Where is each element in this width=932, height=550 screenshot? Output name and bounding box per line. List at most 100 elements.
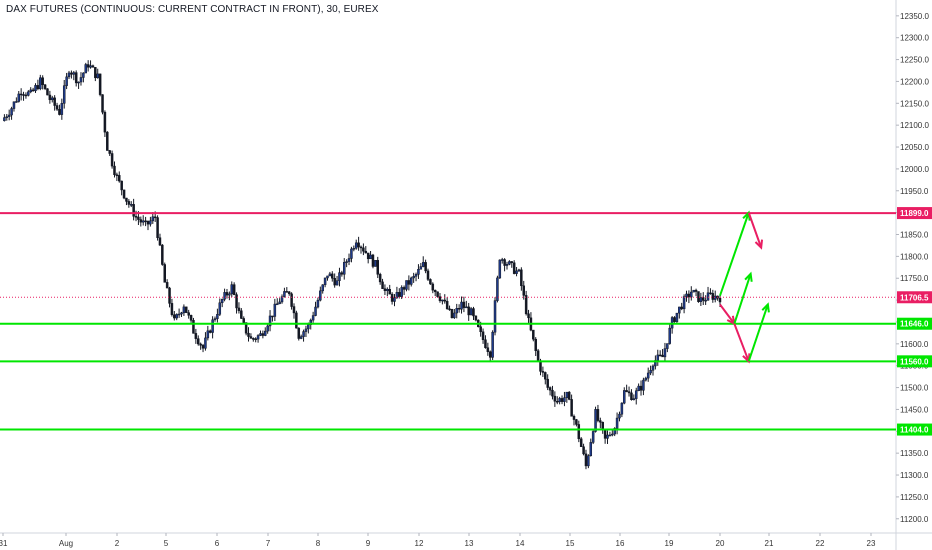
candle-body bbox=[278, 301, 281, 305]
price-tick-label: 12200.0 bbox=[900, 77, 929, 86]
time-tick-label: 7 bbox=[266, 539, 271, 548]
candle-body bbox=[194, 333, 198, 339]
arrow-shaft bbox=[719, 303, 736, 325]
candle-body bbox=[599, 420, 602, 423]
candle-body bbox=[634, 390, 638, 399]
time-tick-label: 9 bbox=[366, 539, 371, 548]
candle-body bbox=[443, 299, 447, 302]
candle-body bbox=[474, 315, 478, 321]
candle-body bbox=[340, 272, 344, 275]
candle-body bbox=[534, 338, 537, 351]
candles-group bbox=[3, 60, 722, 470]
candle-body bbox=[192, 320, 195, 334]
candle-body bbox=[359, 246, 363, 249]
candle-body bbox=[256, 335, 260, 340]
candle-body bbox=[656, 354, 660, 361]
price-tick-label: 11950.0 bbox=[900, 187, 929, 196]
candle-body bbox=[608, 434, 612, 437]
candle-body bbox=[161, 244, 164, 265]
candle-body bbox=[718, 297, 722, 303]
candle-body bbox=[292, 306, 296, 314]
candle-body bbox=[34, 85, 37, 92]
candle-body bbox=[94, 67, 97, 79]
candle-body bbox=[661, 354, 664, 358]
candle-body bbox=[639, 385, 643, 391]
candle-body bbox=[149, 220, 152, 225]
candle-body bbox=[283, 291, 286, 297]
candle-body bbox=[620, 402, 624, 415]
candle-body bbox=[304, 328, 308, 332]
candle-body bbox=[120, 180, 123, 191]
candle-body bbox=[663, 348, 667, 358]
time-tick-label: 16 bbox=[616, 539, 625, 548]
candle-body bbox=[15, 101, 18, 103]
candle-body bbox=[58, 108, 61, 115]
candle-body bbox=[225, 292, 229, 296]
candle-body bbox=[206, 330, 210, 339]
candle-body bbox=[510, 261, 514, 264]
candle-body bbox=[386, 288, 389, 291]
candle-body bbox=[19, 93, 23, 96]
scenario-up-arrow bbox=[733, 271, 753, 325]
candle-body bbox=[259, 333, 262, 336]
candle-body bbox=[101, 94, 104, 113]
candle-body bbox=[508, 261, 511, 265]
candle-body bbox=[699, 297, 703, 302]
time-tick-label: 19 bbox=[665, 539, 674, 548]
candle-body bbox=[646, 372, 650, 379]
candle-body bbox=[369, 254, 372, 260]
candle-body bbox=[690, 291, 693, 298]
candle-body bbox=[680, 306, 683, 310]
candle-body bbox=[168, 287, 171, 304]
candle-body bbox=[601, 421, 604, 430]
candle-body bbox=[486, 347, 490, 352]
candle-body bbox=[352, 248, 356, 250]
candle-body bbox=[36, 85, 40, 90]
price-tick-label: 11450.0 bbox=[900, 405, 929, 414]
candle-body bbox=[204, 337, 207, 349]
candle-body bbox=[46, 88, 49, 96]
time-tick-label: 12 bbox=[415, 539, 424, 548]
candle-body bbox=[527, 313, 530, 319]
candle-body bbox=[273, 303, 277, 317]
candle-body bbox=[122, 189, 126, 199]
candle-body bbox=[177, 313, 181, 316]
candle-body bbox=[606, 434, 609, 439]
candle-body bbox=[323, 277, 327, 286]
candle-body bbox=[575, 419, 578, 425]
candle-body bbox=[151, 216, 155, 222]
candle-body bbox=[433, 289, 437, 293]
candle-body bbox=[400, 287, 403, 297]
candle-body bbox=[536, 350, 540, 361]
candle-body bbox=[520, 269, 523, 287]
candle-body bbox=[285, 291, 289, 293]
candle-body bbox=[565, 391, 569, 398]
candle-body bbox=[261, 333, 265, 336]
candle-body bbox=[398, 292, 401, 297]
candle-body bbox=[493, 300, 497, 333]
candle-body bbox=[264, 330, 267, 336]
price-tick-label: 11300.0 bbox=[900, 471, 929, 480]
candle-body bbox=[496, 277, 499, 301]
candle-body bbox=[3, 117, 6, 122]
candle-body bbox=[692, 289, 695, 293]
candle-body bbox=[113, 165, 116, 175]
candle-body bbox=[185, 306, 188, 313]
candle-body bbox=[472, 308, 475, 317]
candle-body bbox=[462, 301, 466, 308]
candle-body bbox=[89, 65, 92, 68]
candle-body bbox=[275, 303, 279, 306]
candle-body bbox=[591, 431, 595, 443]
candle-body bbox=[230, 284, 234, 295]
candle-body bbox=[414, 274, 418, 277]
candle-body bbox=[366, 252, 370, 260]
candle-body bbox=[266, 325, 269, 332]
candle-body bbox=[271, 315, 274, 318]
candle-body bbox=[31, 89, 35, 92]
candle-body bbox=[383, 288, 387, 291]
candle-body bbox=[218, 302, 222, 315]
candle-body bbox=[445, 300, 449, 310]
candle-body bbox=[235, 294, 238, 309]
candle-body bbox=[74, 72, 78, 84]
